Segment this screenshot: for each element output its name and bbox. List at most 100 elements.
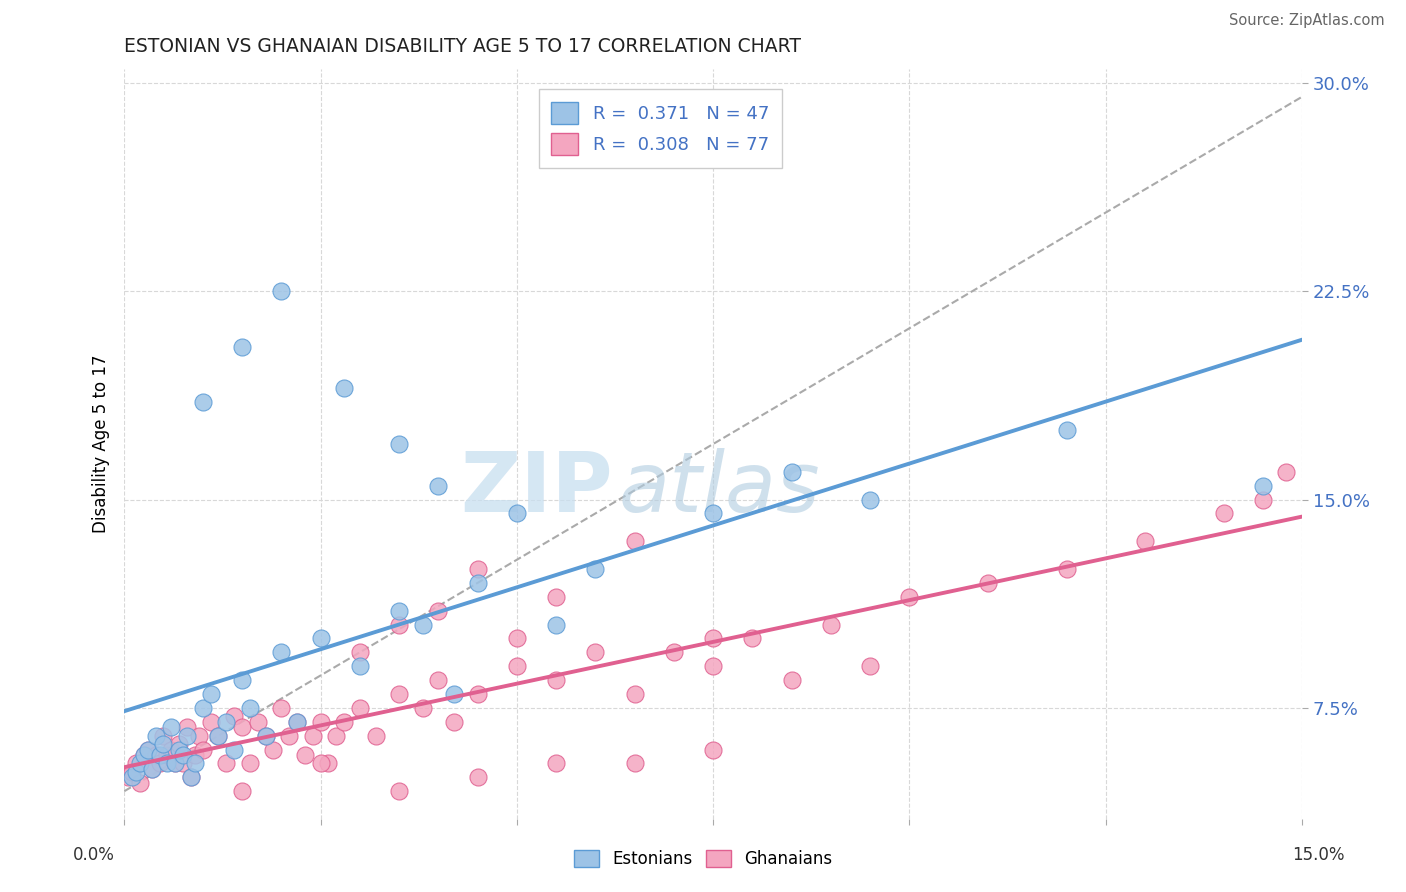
Point: [820, 617, 842, 632]
Point: [184, 756, 207, 771]
Point: [546, 590, 568, 604]
Point: [270, 645, 292, 659]
Point: [121, 770, 143, 784]
Point: [239, 701, 262, 715]
Point: [1056, 423, 1078, 437]
Point: [546, 673, 568, 687]
Point: [160, 742, 183, 756]
Point: [167, 742, 190, 756]
Text: ZIP: ZIP: [461, 449, 613, 530]
Point: [467, 687, 489, 701]
Point: [125, 756, 148, 771]
Point: [333, 714, 356, 729]
Point: [207, 729, 229, 743]
Point: [167, 737, 190, 751]
Point: [129, 776, 152, 790]
Point: [187, 729, 209, 743]
Point: [246, 714, 269, 729]
Point: [506, 632, 529, 646]
Point: [1251, 478, 1274, 492]
Point: [172, 748, 194, 763]
Point: [412, 617, 434, 632]
Point: [467, 575, 489, 590]
Text: Source: ZipAtlas.com: Source: ZipAtlas.com: [1229, 13, 1385, 29]
Point: [467, 770, 489, 784]
Point: [859, 659, 882, 673]
Point: [623, 687, 645, 701]
Point: [388, 437, 411, 451]
Point: [172, 756, 194, 771]
Point: [231, 784, 253, 798]
Legend: R =  0.371   N = 47, R =  0.308   N = 77: R = 0.371 N = 47, R = 0.308 N = 77: [538, 89, 782, 168]
Point: [254, 729, 277, 743]
Point: [141, 762, 163, 776]
Point: [145, 729, 167, 743]
Point: [301, 729, 323, 743]
Point: [184, 748, 207, 763]
Y-axis label: Disability Age 5 to 17: Disability Age 5 to 17: [93, 355, 110, 533]
Point: [309, 756, 332, 771]
Point: [231, 720, 253, 734]
Point: [388, 784, 411, 798]
Point: [318, 756, 340, 771]
Point: [191, 701, 214, 715]
Point: [148, 748, 170, 763]
Text: atlas: atlas: [619, 449, 821, 530]
Point: [191, 742, 214, 756]
Point: [224, 742, 246, 756]
Point: [349, 645, 371, 659]
Point: [152, 729, 174, 743]
Point: [1056, 562, 1078, 576]
Point: [141, 762, 163, 776]
Point: [898, 590, 921, 604]
Point: [156, 756, 179, 771]
Point: [623, 534, 645, 549]
Point: [702, 742, 724, 756]
Point: [325, 729, 347, 743]
Point: [278, 729, 301, 743]
Point: [443, 714, 465, 729]
Point: [506, 659, 529, 673]
Point: [239, 756, 262, 771]
Point: [165, 756, 187, 771]
Point: [427, 673, 450, 687]
Point: [136, 742, 159, 756]
Point: [583, 645, 606, 659]
Point: [180, 770, 202, 784]
Point: [200, 714, 222, 729]
Point: [215, 714, 238, 729]
Point: [121, 764, 143, 779]
Point: [224, 709, 246, 723]
Point: [443, 687, 465, 701]
Point: [1275, 465, 1298, 479]
Point: [309, 714, 332, 729]
Point: [412, 701, 434, 715]
Point: [215, 756, 238, 771]
Point: [270, 284, 292, 298]
Point: [388, 687, 411, 701]
Point: [176, 720, 198, 734]
Point: [333, 381, 356, 395]
Point: [780, 673, 803, 687]
Point: [546, 756, 568, 771]
Point: [467, 562, 489, 576]
Point: [364, 729, 387, 743]
Point: [741, 632, 763, 646]
Point: [200, 687, 222, 701]
Point: [270, 701, 292, 715]
Text: 15.0%: 15.0%: [1292, 846, 1346, 863]
Point: [129, 756, 152, 771]
Point: [262, 742, 284, 756]
Point: [160, 720, 183, 734]
Point: [152, 737, 174, 751]
Point: [349, 701, 371, 715]
Point: [702, 632, 724, 646]
Point: [702, 659, 724, 673]
Point: [156, 748, 179, 763]
Point: [125, 764, 148, 779]
Text: 0.0%: 0.0%: [73, 846, 115, 863]
Legend: Estonians, Ghanaians: Estonians, Ghanaians: [567, 843, 839, 875]
Point: [191, 395, 214, 409]
Text: ESTONIAN VS GHANAIAN DISABILITY AGE 5 TO 17 CORRELATION CHART: ESTONIAN VS GHANAIAN DISABILITY AGE 5 TO…: [124, 37, 801, 56]
Point: [702, 507, 724, 521]
